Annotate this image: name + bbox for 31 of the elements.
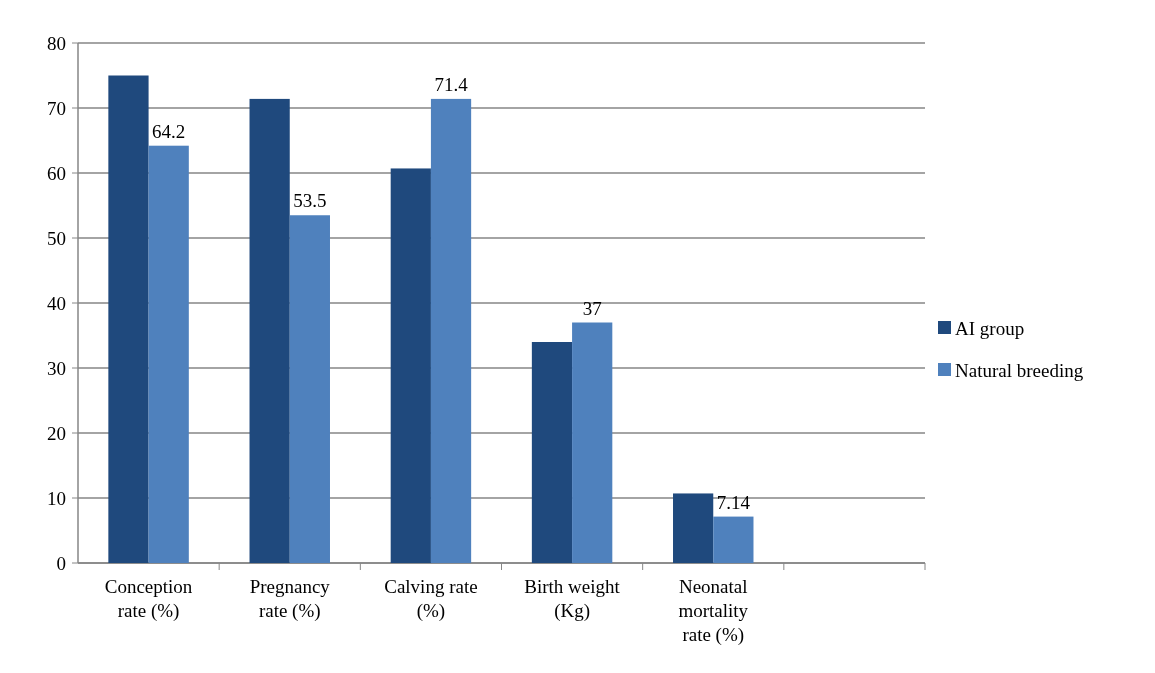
bar xyxy=(390,168,431,563)
bar xyxy=(289,215,330,563)
y-tick-label: 30 xyxy=(47,357,66,379)
x-tick-label: Birth weight (Kg) xyxy=(524,576,621,622)
data-label: 53.5 xyxy=(293,190,327,212)
x-tick-label: Neonatal mortality rate (%) xyxy=(678,576,749,646)
y-tick-label: 80 xyxy=(47,32,66,54)
bar xyxy=(430,98,472,563)
y-tick-label: 10 xyxy=(47,487,66,509)
y-tick-label: 0 xyxy=(56,552,66,574)
bar xyxy=(531,342,573,563)
data-label: 71.4 xyxy=(434,73,469,95)
x-tick-label: Pregnancy rate (%) xyxy=(249,576,331,622)
bar xyxy=(673,493,714,563)
y-tick-label: 50 xyxy=(47,227,66,249)
bar xyxy=(108,75,149,563)
data-label: 37 xyxy=(582,297,602,319)
y-tick-label: 40 xyxy=(47,292,66,314)
x-tick-label: Conception rate (%) xyxy=(104,576,193,622)
data-label: 7.14 xyxy=(716,491,751,513)
y-tick-label: 60 xyxy=(47,162,66,184)
legend-label: Natural breeding xyxy=(955,359,1084,381)
y-tick-label: 20 xyxy=(47,422,66,444)
bar xyxy=(249,98,290,563)
y-tick-label: 70 xyxy=(47,97,66,119)
bar xyxy=(572,322,613,563)
bar xyxy=(713,516,754,563)
legend-label: AI group xyxy=(955,317,1025,339)
bar xyxy=(148,145,189,563)
x-tick-label: Calving rate (%) xyxy=(384,576,478,622)
data-label: 64.2 xyxy=(152,120,186,142)
